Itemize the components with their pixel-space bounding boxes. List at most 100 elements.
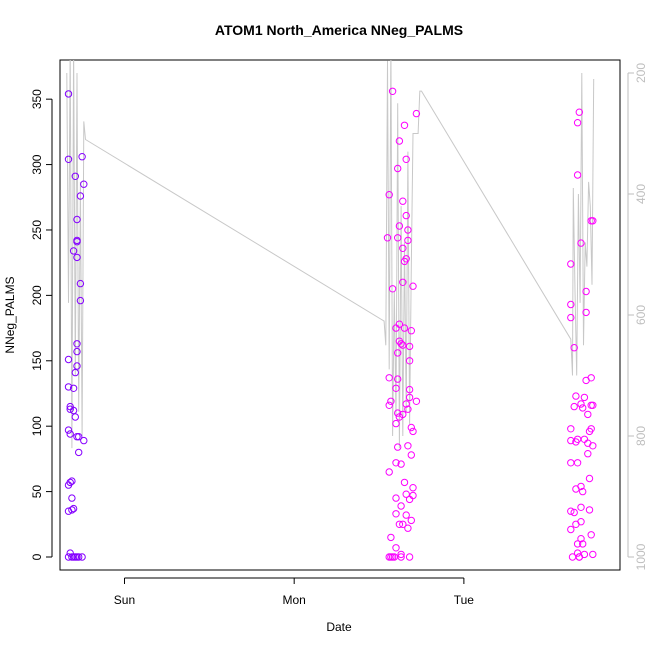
data-point <box>387 533 395 542</box>
data-point <box>80 180 88 188</box>
data-point <box>73 340 81 348</box>
data-point <box>584 410 592 419</box>
y-tick-label: 100 <box>30 416 44 436</box>
data-point <box>76 279 85 288</box>
x-axis-label: Date <box>326 620 352 634</box>
data-point <box>73 347 81 356</box>
data-point <box>584 450 592 458</box>
y-tick-label: 150 <box>30 350 44 370</box>
data-point <box>404 236 412 245</box>
data-point <box>412 109 421 118</box>
data-point <box>397 502 405 510</box>
data-point <box>577 239 585 247</box>
data-point <box>567 507 575 515</box>
data-point <box>570 344 578 352</box>
data-point <box>587 425 595 433</box>
data-point <box>392 494 400 502</box>
data-point <box>68 477 76 485</box>
data-point <box>412 397 421 405</box>
data-point <box>405 385 414 394</box>
data-point <box>75 433 83 441</box>
data-point <box>69 504 78 513</box>
data-point <box>409 484 417 492</box>
data-point <box>64 355 73 364</box>
data-point <box>580 550 589 559</box>
data-point <box>392 419 400 428</box>
data-point <box>64 383 73 391</box>
data-point <box>394 375 402 383</box>
data-point <box>587 374 595 382</box>
y-tick-label: 200 <box>30 285 44 305</box>
data-point <box>567 300 575 309</box>
data-point <box>400 478 409 487</box>
right-axis-line-layer <box>66 60 595 449</box>
data-point <box>579 404 587 412</box>
data-point <box>407 327 415 335</box>
data-point <box>585 474 594 483</box>
data-point <box>575 108 583 116</box>
data-point <box>582 287 590 296</box>
data-point <box>68 494 76 502</box>
data-point <box>66 405 74 413</box>
y-tick-label: 300 <box>30 154 44 174</box>
y-axis-label: NNeg_PALMS <box>3 276 17 353</box>
data-point <box>407 423 415 432</box>
data-point <box>579 540 587 548</box>
right-axis-tick-label: 200 <box>634 63 648 83</box>
data-point <box>385 401 393 409</box>
data-point <box>405 393 414 402</box>
data-point <box>405 342 414 351</box>
data-point <box>399 244 407 253</box>
data-point <box>399 520 407 528</box>
data-point <box>75 553 83 561</box>
data-point <box>407 451 415 459</box>
data-point <box>392 544 400 552</box>
data-point <box>567 425 575 433</box>
data-point <box>577 400 585 408</box>
data-point <box>394 164 402 173</box>
data-point <box>567 260 575 268</box>
data-point <box>73 215 81 224</box>
data-point <box>409 491 417 500</box>
data-point <box>76 192 85 200</box>
data-point <box>589 217 597 225</box>
right-axis-tick-label: 400 <box>634 184 648 204</box>
data-point <box>64 426 73 434</box>
data-point <box>397 340 405 348</box>
data-point <box>392 510 400 518</box>
data-point <box>69 406 78 415</box>
data-point <box>71 413 80 421</box>
data-point <box>399 197 407 205</box>
data-point <box>388 87 397 96</box>
data-point <box>385 468 393 476</box>
y-tick-label: 250 <box>30 220 44 240</box>
data-point <box>71 368 80 377</box>
data-point <box>400 121 409 130</box>
data-point <box>404 524 412 532</box>
y-tick-label: 50 <box>30 485 44 499</box>
data-point <box>80 436 88 445</box>
data-point <box>404 226 412 234</box>
data-point <box>394 443 402 451</box>
points-layer <box>64 87 597 561</box>
axes-layer: 0 50 100 150 200 250 300 350 Sun Mon Tue 200 400 600 8… <box>30 63 648 607</box>
data-point <box>567 313 575 322</box>
data-point <box>387 397 395 405</box>
data-point <box>573 459 582 467</box>
data-point <box>73 253 81 262</box>
data-point <box>394 234 402 242</box>
data-point <box>69 384 78 392</box>
data-point <box>405 357 414 365</box>
data-point <box>407 516 415 525</box>
data-point <box>573 119 582 127</box>
data-point <box>567 525 575 534</box>
x-tick-label: Sun <box>114 593 135 607</box>
data-point <box>385 374 393 382</box>
data-point <box>573 171 582 179</box>
data-point <box>392 459 400 467</box>
data-point <box>392 384 400 392</box>
data-point <box>570 402 578 411</box>
data-point <box>573 540 582 548</box>
data-point <box>71 172 80 181</box>
data-point <box>572 392 580 400</box>
